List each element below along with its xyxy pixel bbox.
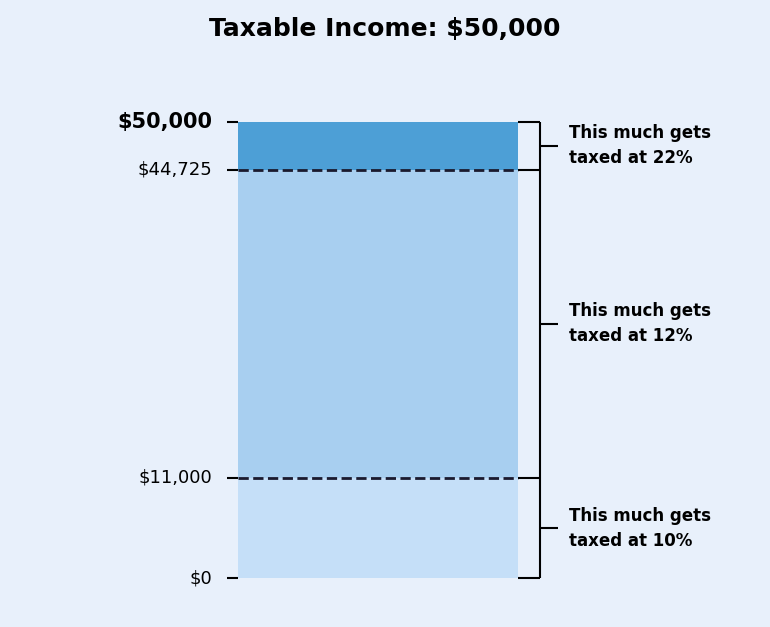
Text: This much gets
taxed at 10%: This much gets taxed at 10% bbox=[569, 507, 711, 550]
Text: $11,000: $11,000 bbox=[138, 469, 212, 487]
Text: $0: $0 bbox=[189, 569, 212, 587]
Text: $44,725: $44,725 bbox=[137, 161, 212, 179]
Title: Taxable Income: $50,000: Taxable Income: $50,000 bbox=[209, 17, 561, 41]
Bar bbox=[238, 170, 517, 478]
Text: This much gets
taxed at 22%: This much gets taxed at 22% bbox=[569, 124, 711, 167]
Text: This much gets
taxed at 12%: This much gets taxed at 12% bbox=[569, 302, 711, 345]
Bar bbox=[238, 478, 517, 578]
Bar bbox=[238, 122, 517, 170]
Text: $50,000: $50,000 bbox=[117, 112, 212, 132]
